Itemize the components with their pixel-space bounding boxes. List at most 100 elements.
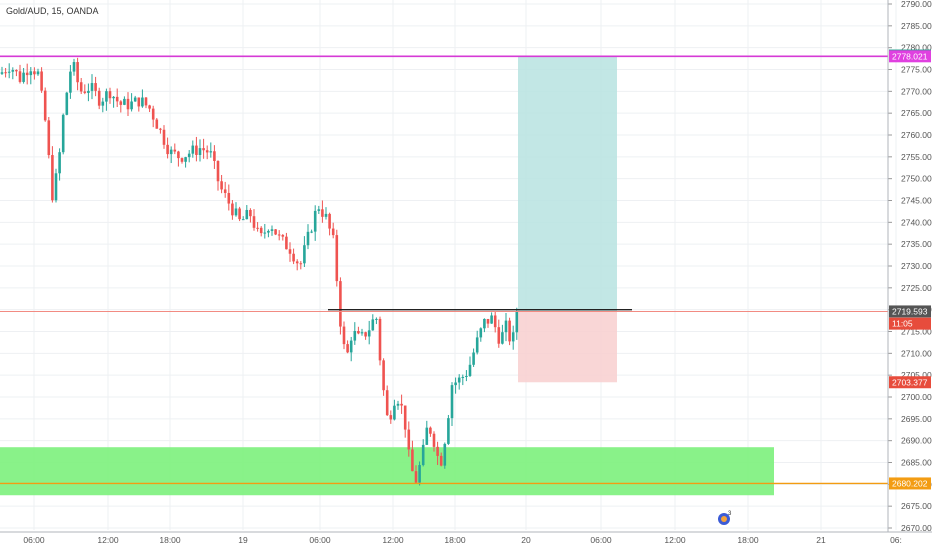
candle-body[interactable] [18, 71, 22, 82]
candle-body[interactable] [227, 192, 231, 204]
candle-body[interactable] [144, 97, 148, 106]
candle-body[interactable] [126, 98, 130, 110]
candle-body[interactable] [249, 209, 252, 217]
candle-body[interactable] [119, 101, 123, 105]
candle-body[interactable] [339, 281, 342, 327]
candle-body[interactable] [483, 318, 486, 329]
candle-body[interactable] [310, 231, 313, 233]
candle-body[interactable] [43, 90, 47, 121]
candle-body[interactable] [25, 72, 29, 76]
candle-body[interactable] [472, 352, 475, 365]
candle-body[interactable] [277, 234, 281, 236]
candle-body[interactable] [22, 72, 25, 82]
candle-body[interactable] [241, 219, 245, 221]
candle-body[interactable] [72, 62, 76, 72]
candle-body[interactable] [414, 471, 418, 483]
levels[interactable] [0, 55, 888, 485]
candle-body[interactable] [274, 229, 277, 235]
candle-body[interactable] [180, 158, 184, 162]
candle-body[interactable] [169, 149, 173, 155]
candle-body[interactable] [263, 232, 267, 234]
candle-body[interactable] [443, 443, 447, 466]
candle-body[interactable] [79, 82, 83, 92]
candle-body[interactable] [202, 148, 205, 151]
candle-body[interactable] [97, 90, 101, 106]
candle-body[interactable] [493, 315, 497, 328]
candle-body[interactable] [457, 377, 461, 383]
candle-body[interactable] [231, 203, 234, 216]
candle-body[interactable] [396, 403, 400, 406]
candle-body[interactable] [209, 151, 213, 153]
candle-body[interactable] [112, 96, 115, 99]
candle-body[interactable] [468, 364, 472, 376]
candle-body[interactable] [303, 245, 306, 264]
candle-body[interactable] [245, 209, 249, 220]
candle-body[interactable] [105, 91, 108, 102]
candle-body[interactable] [184, 157, 187, 162]
candle-body[interactable] [346, 344, 349, 353]
candle-body[interactable] [357, 331, 360, 334]
candle-body[interactable] [151, 108, 155, 120]
candle-body[interactable] [166, 144, 169, 155]
candle-body[interactable] [65, 92, 69, 115]
candle-body[interactable] [130, 101, 133, 110]
candle-body[interactable] [342, 326, 346, 345]
candle-body[interactable] [407, 429, 411, 450]
symbol-label[interactable]: Gold/AUD, 15, OANDA [6, 6, 99, 16]
candle-body[interactable] [123, 98, 126, 105]
candle-body[interactable] [504, 320, 508, 333]
candle-body[interactable] [216, 160, 220, 182]
candle-body[interactable] [382, 360, 385, 391]
candle-body[interactable] [299, 263, 303, 265]
candle-body[interactable] [454, 382, 457, 386]
candle-body[interactable] [436, 446, 439, 456]
candle-body[interactable] [162, 129, 166, 145]
candle-body[interactable] [141, 97, 144, 107]
candle-body[interactable] [393, 405, 396, 420]
candle-body[interactable] [378, 318, 382, 361]
candle-body[interactable] [508, 320, 511, 342]
candle-body[interactable] [148, 105, 151, 109]
candle-body[interactable] [447, 418, 450, 444]
candle-body[interactable] [101, 101, 105, 106]
candle-body[interactable] [33, 71, 36, 75]
candle-body[interactable] [223, 189, 227, 193]
candle-body[interactable] [90, 83, 94, 91]
candle-body[interactable] [425, 427, 429, 445]
candle-body[interactable] [389, 415, 393, 420]
candle-body[interactable] [328, 213, 331, 229]
candle-body[interactable] [54, 173, 58, 201]
candle-body[interactable] [195, 145, 198, 155]
candle-body[interactable] [450, 385, 454, 419]
candle-body[interactable] [267, 230, 270, 233]
candle-body[interactable] [501, 332, 504, 344]
candle-body[interactable] [313, 210, 317, 232]
candle-body[interactable] [292, 253, 295, 262]
candle-body[interactable] [61, 114, 65, 153]
candle-body[interactable] [159, 128, 162, 130]
candle-body[interactable] [335, 235, 339, 282]
candle-body[interactable] [288, 249, 292, 254]
candle-body[interactable] [270, 229, 274, 231]
candle-body[interactable] [115, 96, 119, 102]
candle-body[interactable] [461, 376, 465, 378]
candle-body[interactable] [403, 405, 407, 430]
candle-body[interactable] [511, 332, 515, 342]
candle-body[interactable] [187, 153, 191, 158]
candle-body[interactable] [400, 403, 403, 406]
candle-body[interactable] [238, 208, 241, 220]
candle-body[interactable] [155, 119, 159, 129]
candle-body[interactable] [191, 145, 195, 154]
candle-body[interactable] [486, 318, 490, 324]
candle-body[interactable] [295, 261, 299, 264]
candle-body[interactable] [421, 444, 425, 466]
candle-body[interactable] [173, 149, 177, 152]
candle-body[interactable] [317, 209, 321, 211]
candle-body[interactable] [385, 390, 389, 416]
candle-body[interactable] [58, 152, 61, 174]
candle-body[interactable] [439, 455, 443, 466]
candle-body[interactable] [76, 62, 79, 83]
candle-body[interactable] [108, 91, 112, 99]
candle-body[interactable] [285, 236, 288, 250]
